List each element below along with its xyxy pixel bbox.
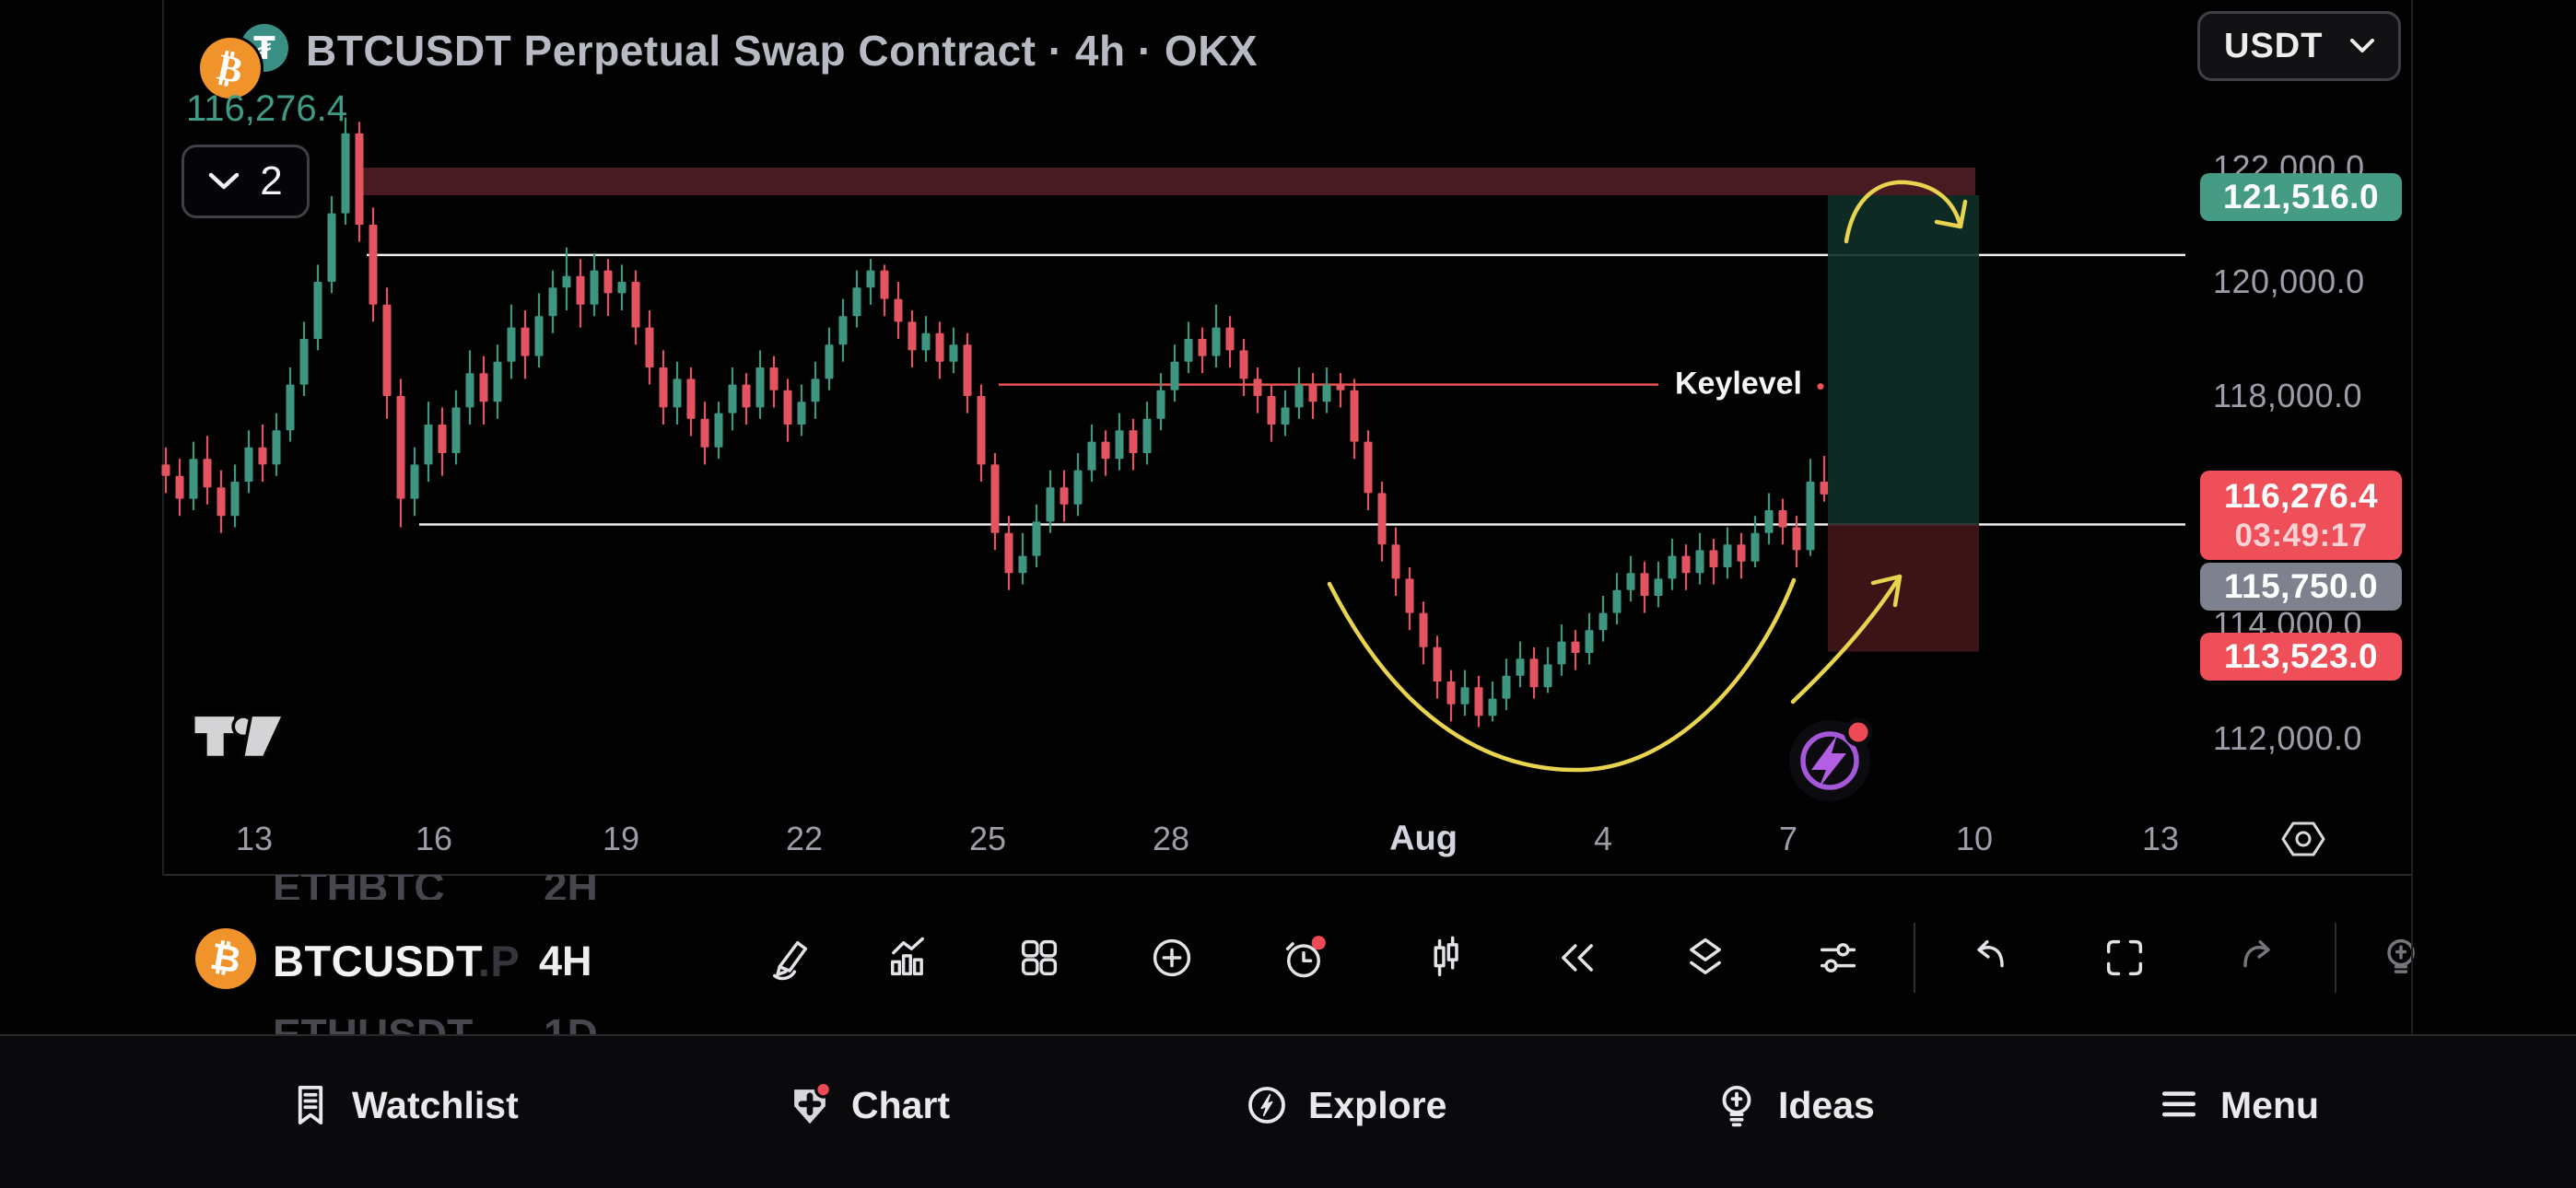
nav-label: Chart (851, 1083, 951, 1126)
bitcoin-icon (200, 38, 261, 99)
chart-logo-icon (794, 1080, 833, 1124)
time-axis-label: Aug (1389, 819, 1458, 858)
time-axis-label: 28 (1152, 820, 1190, 857)
nav-label: Watchlist (352, 1083, 519, 1126)
add-icon[interactable] (1148, 934, 1196, 982)
tradingview-logo (191, 713, 285, 760)
fullscreen-icon[interactable] (2101, 934, 2149, 982)
entry-price-badge: 115,750.0 (2200, 563, 2402, 611)
last-price-badge: 116,276.4 03:49:17 (2200, 471, 2402, 560)
toolbar-symbol[interactable]: BTCUSDT.P (273, 937, 521, 985)
price-axis-label: 120,000.0 (2213, 262, 2365, 300)
nav-item-chart[interactable]: Chart (785, 1036, 950, 1174)
price-axis-label: 112,000.0 (2213, 719, 2362, 757)
time-axis-label: 4 (1593, 820, 1613, 857)
watchlist-icon (298, 1085, 323, 1125)
draw-icon[interactable] (766, 934, 814, 982)
keylevel-label: Keylevel (1675, 366, 1802, 402)
time-axis-label: 7 (1778, 820, 1798, 857)
nav-label: Menu (2220, 1083, 2320, 1126)
time-axis-settings-icon[interactable] (2279, 815, 2327, 863)
bar-countdown: 03:49:17 (2234, 517, 2368, 553)
nav-item-menu[interactable]: Menu (2154, 1036, 2319, 1174)
replay-icon[interactable] (1553, 934, 1601, 982)
indicators-icon[interactable] (884, 934, 931, 982)
toolbar-divider (1914, 923, 1915, 993)
nav-label: Ideas (1778, 1083, 1875, 1126)
last-price-readout: 116,276.4 (186, 88, 347, 129)
undo-icon[interactable] (1966, 934, 2014, 982)
bottom-navigation: Watchlist Chart Explore Ideas Menu (0, 1034, 2576, 1188)
chart-title: BTCUSDT Perpetual Swap Contract · 4h · O… (306, 27, 1259, 75)
toolbar-divider (2335, 923, 2336, 993)
nav-item-explore[interactable]: Explore (1242, 1036, 1446, 1174)
settings-icon[interactable] (1814, 934, 1862, 982)
explore-icon (1248, 1087, 1285, 1124)
nav-item-ideas[interactable]: Ideas (1712, 1036, 1875, 1174)
toolbar-symbol-suffix: .P (477, 937, 521, 985)
target-price-badge: 121,516.0 (2200, 173, 2402, 221)
currency-value: USDT (2224, 26, 2324, 65)
candle-count-dropdown[interactable]: 2 (181, 145, 310, 218)
ghost-row-ethusdt: ETHUSDT 1D (273, 1010, 598, 1034)
nav-item-watchlist[interactable]: Watchlist (286, 1036, 519, 1174)
time-axis-label: 13 (2141, 820, 2180, 857)
symbol-pair-icon: ₮ ₿ (197, 24, 288, 101)
toolbar-interval[interactable]: 4H (539, 938, 592, 984)
currency-selector[interactable]: USDT (2197, 11, 2401, 81)
time-axis-label: 10 (1955, 820, 1994, 857)
time-axis-label: 16 (415, 820, 453, 857)
time-axis-label: 19 (602, 820, 640, 857)
chevron-down-icon (208, 172, 240, 191)
ghost-row-ethbtc: ETHBTC 2H (273, 875, 598, 900)
layers-icon[interactable] (1681, 934, 1729, 982)
nav-label: Explore (1308, 1083, 1447, 1126)
layouts-icon[interactable] (1015, 934, 1063, 982)
chevron-down-icon (2350, 39, 2374, 53)
time-axis-label: 22 (785, 820, 824, 857)
redo-icon[interactable] (2233, 934, 2281, 982)
chart-type-icon[interactable] (1421, 934, 1469, 982)
flash-lightning-icon[interactable] (1789, 717, 1873, 801)
stop-price-badge: 113,523.0 (2200, 633, 2402, 681)
ideas-icon (1722, 1085, 1751, 1127)
time-axis-label: 25 (968, 820, 1007, 857)
time-axis-label: 13 (235, 820, 274, 857)
price-axis-label: 118,000.0 (2213, 377, 2362, 414)
candle-count-value: 2 (260, 158, 283, 204)
panel-edge-line (2411, 875, 2413, 1034)
alerts-icon[interactable] (1280, 934, 1328, 982)
ideas-bulb-icon[interactable] (2377, 934, 2425, 982)
menu-icon (2162, 1091, 2195, 1117)
last-price-value: 116,276.4 (2223, 476, 2379, 515)
